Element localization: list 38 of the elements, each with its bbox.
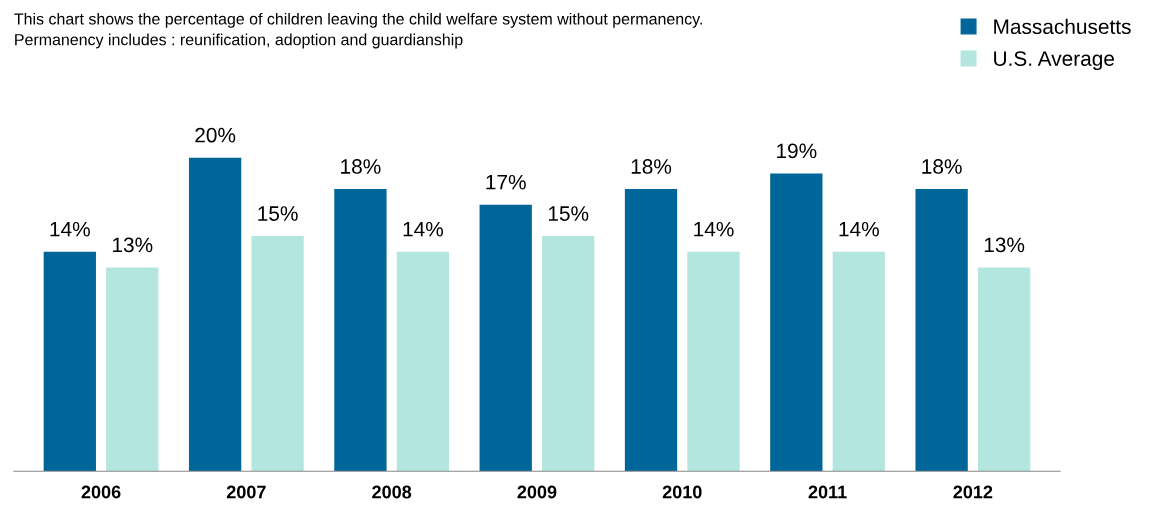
data-label: 14% (403, 221, 444, 237)
data-label: 14% (50, 221, 90, 237)
x-tick-label: 2007 (226, 485, 266, 499)
data-label: 14% (839, 221, 879, 237)
bar (832, 251, 885, 472)
bar (43, 251, 96, 472)
x-tick-label: 2008 (372, 485, 412, 499)
bar (188, 157, 242, 472)
x-tick-label: 2011 (808, 485, 847, 499)
chart-title: This chart shows the percentage of children leaving the child welfare system without permanency. Permanency includes : reunification, adoption and guardianship (14, 12, 702, 49)
data-label: 15% (258, 206, 298, 221)
bar (624, 189, 678, 472)
bar (915, 189, 968, 472)
bar (977, 267, 1031, 472)
x-tick-label: 2010 (662, 485, 702, 499)
bar (106, 267, 159, 472)
bar (334, 189, 387, 472)
bar (770, 173, 823, 472)
data-label: 14% (694, 221, 734, 237)
bar (542, 236, 595, 472)
data-label: 17% (486, 174, 526, 190)
bar (687, 251, 740, 472)
data-label: 13% (113, 237, 153, 253)
bar (479, 204, 532, 472)
data-label: 18% (341, 159, 381, 174)
x-tick-label: 2009 (517, 485, 557, 499)
bar (396, 251, 450, 472)
legend-label: Massachusetts (994, 18, 1131, 35)
data-label: 19% (777, 143, 817, 159)
x-tick-label: 2006 (81, 485, 121, 499)
legend-label: U.S. Average (994, 51, 1114, 71)
data-label: 18% (922, 159, 962, 174)
data-label: 15% (548, 206, 589, 221)
bar (251, 236, 304, 472)
x-tick-label: 2012 (953, 485, 993, 499)
data-label: 20% (195, 127, 236, 143)
data-label: 13% (984, 237, 1025, 253)
data-label: 18% (631, 159, 672, 174)
